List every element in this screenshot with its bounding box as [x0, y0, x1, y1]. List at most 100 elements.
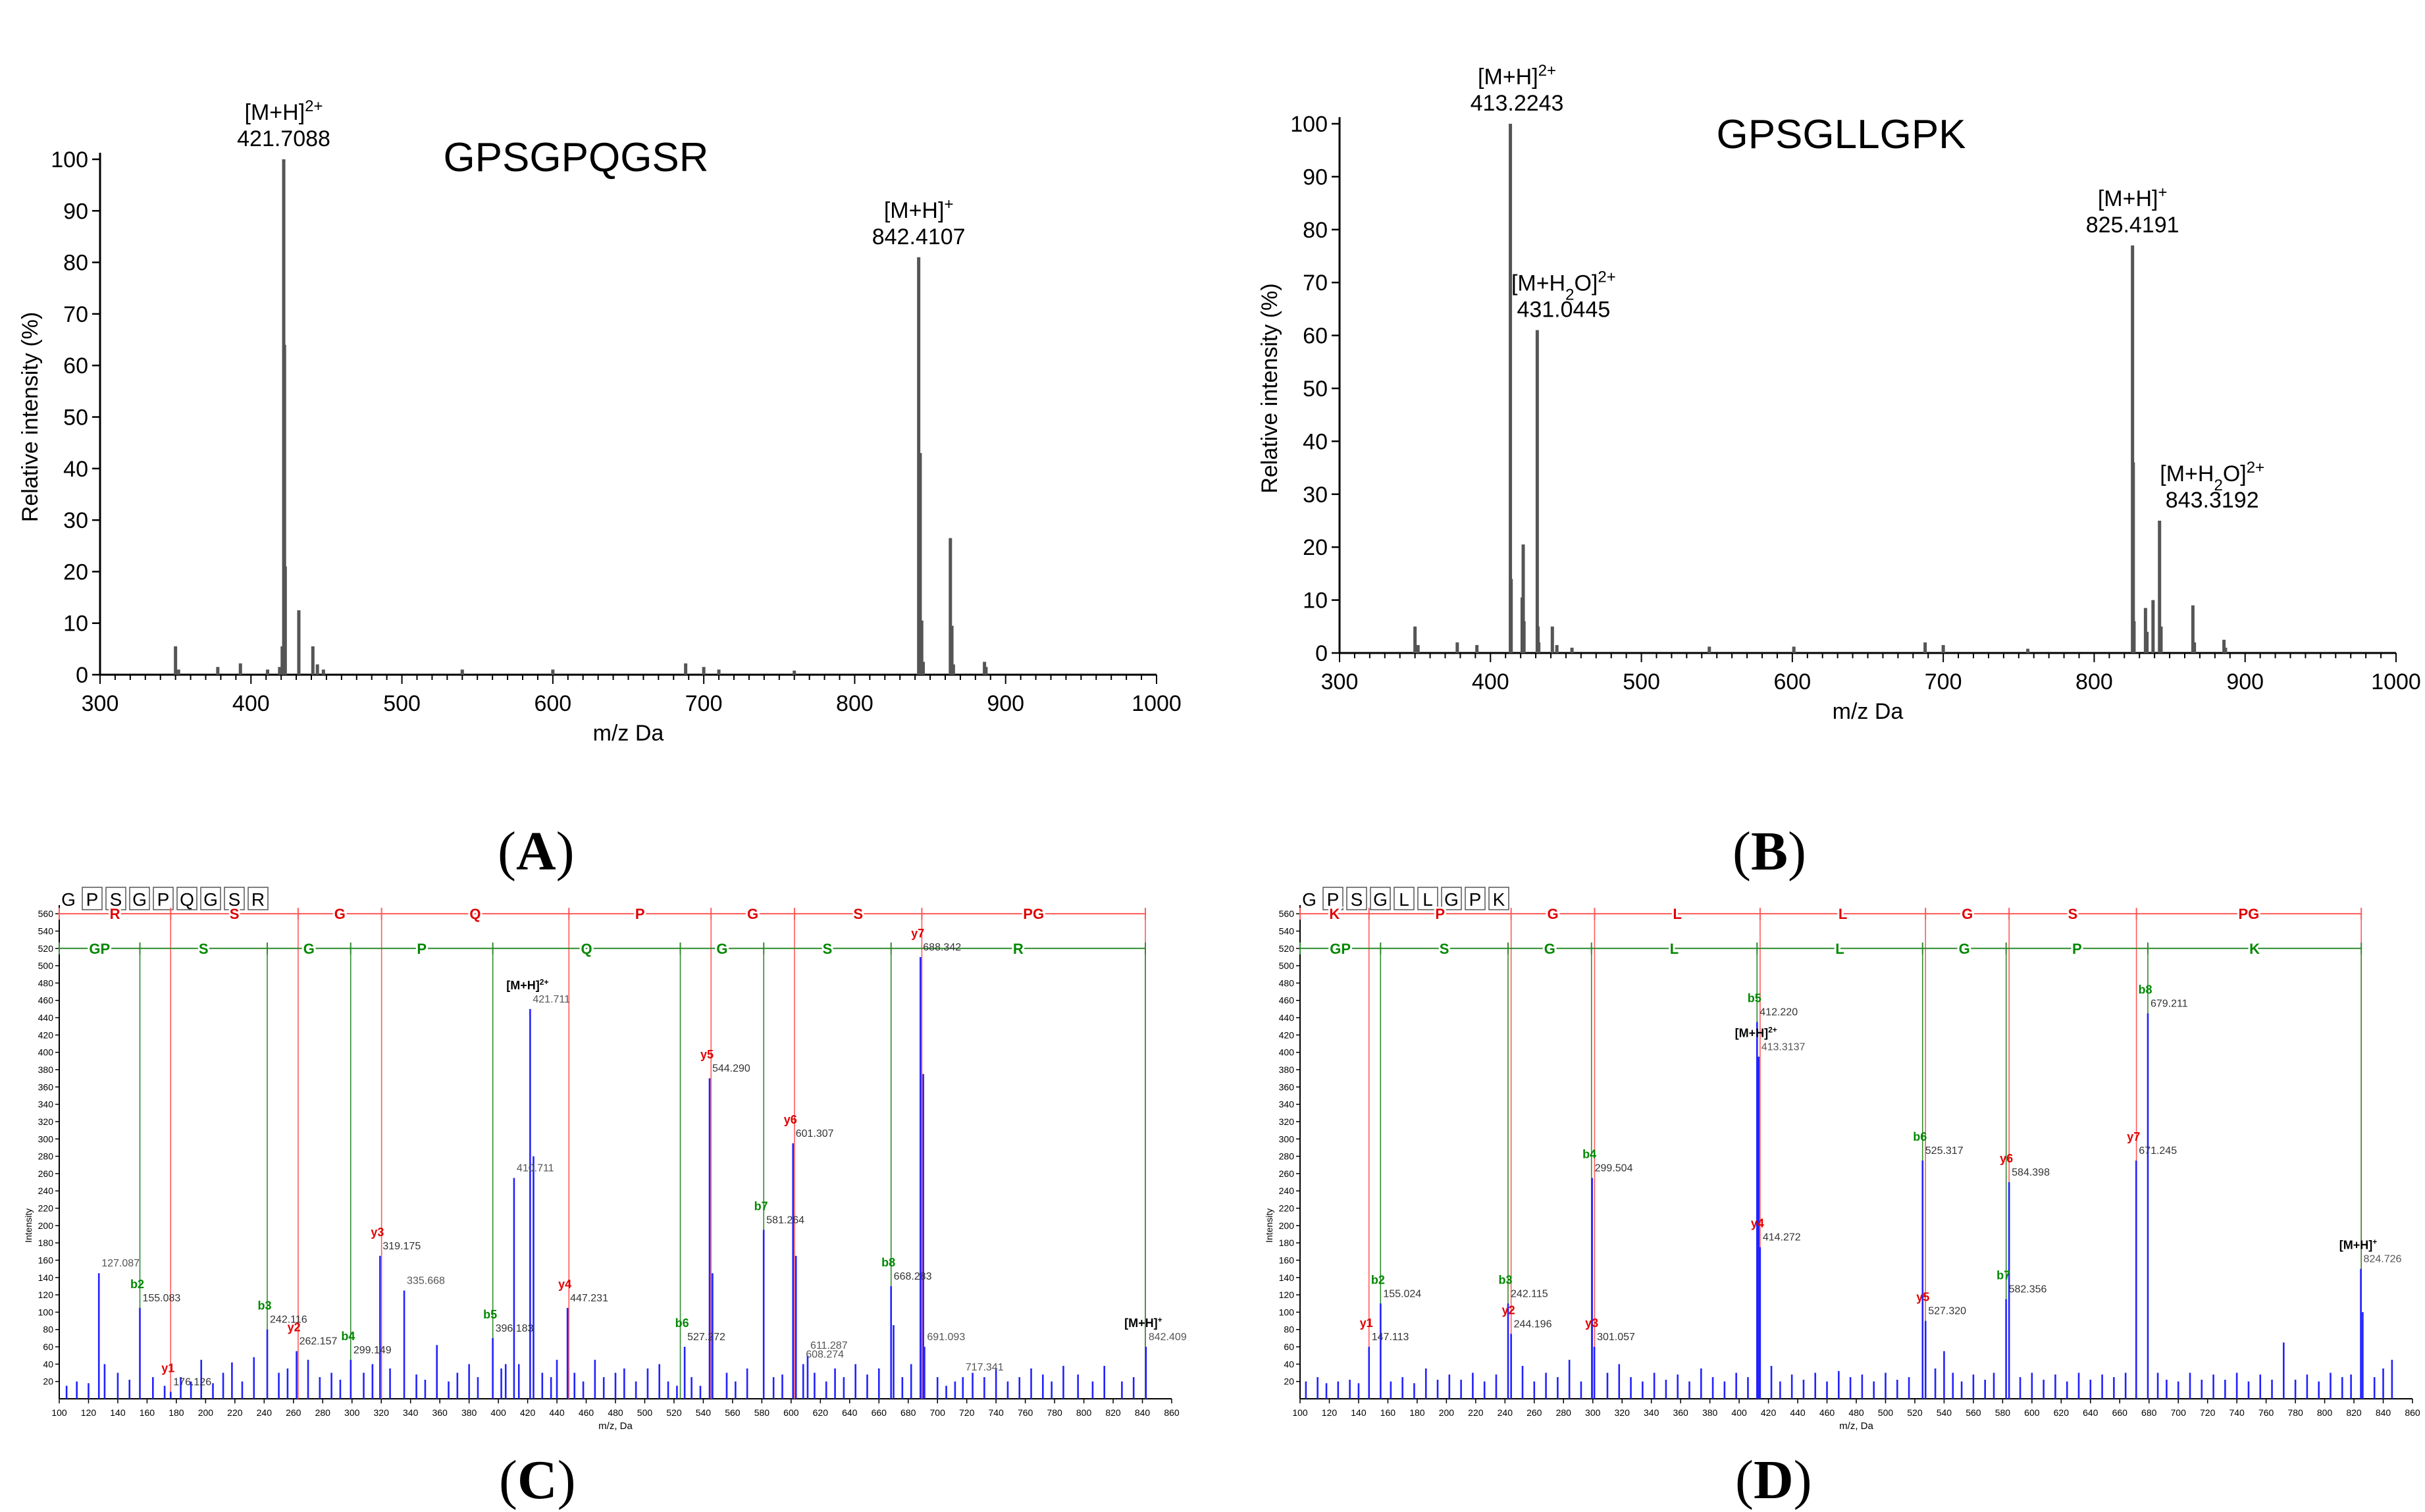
peak-ion-label: b5 [483, 1308, 497, 1321]
x-tick-label: 300 [344, 1407, 360, 1418]
sequence-box [82, 887, 103, 910]
peak-annotation-mz: 431.0445 [1517, 298, 1610, 323]
x-tick-label: 220 [227, 1407, 243, 1418]
peak-mz-label: 611.287 [810, 1340, 848, 1351]
x-tick-label: 220 [1468, 1407, 1484, 1418]
y-tick-label: 320 [1279, 1116, 1295, 1127]
y-tick-label: 440 [1279, 1012, 1295, 1023]
panel-label-d: (D) [1735, 1449, 1812, 1511]
b-ion-ladder-residue: GP [1330, 941, 1351, 957]
x-tick-label: 480 [1848, 1407, 1864, 1418]
b-ion-ladder-residue: P [2072, 941, 2082, 957]
x-tick-label: 900 [2226, 669, 2264, 694]
peak-ion-label: y4 [1751, 1217, 1764, 1230]
b-ion-ladder-residue: G [716, 941, 727, 957]
x-tick-label: 580 [754, 1407, 770, 1418]
x-tick-label: 140 [1351, 1407, 1367, 1418]
peak-mz-label: 244.196 [1514, 1318, 1552, 1330]
peak-mz-label: 299.504 [1595, 1162, 1633, 1174]
y-tick-label: 240 [38, 1186, 54, 1196]
peak-mz-label: 127.087 [101, 1258, 140, 1269]
y-ion-ladder-residue: L [1838, 906, 1847, 922]
sequence-residue: L [1399, 889, 1409, 910]
sequence-residue: Q [180, 889, 194, 910]
b-ion-ladder-residue: S [199, 941, 209, 957]
y-tick-label: 20 [43, 1376, 53, 1387]
x-tick-label: 800 [836, 691, 874, 716]
sequence-residue: S [228, 889, 241, 910]
x-axis-label: m/z Da [593, 721, 664, 746]
y-tick-label: 460 [1279, 995, 1295, 1006]
sequence-box [248, 887, 269, 910]
x-tick-label: 420 [1761, 1407, 1777, 1418]
sequence-box [1370, 887, 1391, 910]
peak-mz-label: 421.711 [533, 994, 570, 1005]
x-tick-label: 860 [1164, 1407, 1180, 1418]
b-ion-ladder-residue: S [823, 941, 833, 957]
sequence-residue: R [251, 889, 265, 910]
y-tick-label: 140 [38, 1272, 54, 1283]
peak-annotation-ion: [M+H]+ [2098, 183, 2168, 211]
peak-mz-label: 155.083 [142, 1293, 180, 1304]
x-tick-label: 660 [2112, 1407, 2128, 1418]
y-tick-label: 70 [1303, 271, 1328, 296]
sequence-box [153, 887, 174, 910]
x-tick-label: 680 [900, 1407, 916, 1418]
y-tick-label: 80 [1284, 1324, 1294, 1335]
x-tick-label: 240 [257, 1407, 273, 1418]
y-tick-label: 200 [1279, 1220, 1295, 1231]
x-tick-label: 700 [930, 1407, 946, 1418]
x-tick-label: 700 [1925, 669, 1962, 694]
peak-ion-label: [M+H]+ [1124, 1315, 1162, 1330]
y-tick-label: 50 [63, 405, 88, 430]
peak-ion-label: y1 [161, 1361, 174, 1374]
peak-annotation-mz: 825.4191 [2086, 213, 2179, 238]
x-tick-label: 260 [286, 1407, 301, 1418]
peak-mz-label: 242.115 [1511, 1288, 1548, 1299]
x-tick-label: 840 [2376, 1407, 2391, 1418]
y-tick-label: 420 [38, 1030, 54, 1040]
peak-mz-label: 824.726 [2364, 1254, 2402, 1265]
peak-mz-label: 396.183 [496, 1323, 534, 1334]
peak-mz-label: 262.157 [300, 1336, 338, 1347]
x-tick-label: 740 [2229, 1407, 2245, 1418]
y-tick-label: 480 [1279, 978, 1295, 988]
peak-annotation-mz: 843.3192 [2166, 488, 2259, 513]
y-tick-label: 460 [38, 995, 54, 1006]
x-tick-label: 780 [1047, 1407, 1062, 1418]
x-tick-label: 500 [1623, 669, 1660, 694]
x-tick-label: 400 [490, 1407, 506, 1418]
peak-mz-label: 155.024 [1383, 1288, 1421, 1299]
x-tick-label: 800 [1076, 1407, 1092, 1418]
peak-mz-label: 608.274 [806, 1349, 844, 1360]
peak-ion-label: y1 [1360, 1316, 1373, 1330]
y-tick-label: 90 [1303, 165, 1328, 190]
peak-ion-label: y5 [1916, 1291, 1929, 1304]
y-ion-ladder-residue: PG [2238, 906, 2259, 922]
x-tick-label: 820 [2346, 1407, 2362, 1418]
x-tick-label: 200 [1439, 1407, 1455, 1418]
y-tick-label: 10 [63, 612, 88, 637]
y-tick-label: 20 [1303, 535, 1328, 560]
y-tick-label: 220 [38, 1203, 54, 1214]
y-ion-ladder-residue: K [1329, 906, 1340, 922]
x-tick-label: 840 [1135, 1407, 1151, 1418]
y-tick-label: 40 [43, 1359, 53, 1369]
y-tick-label: 240 [1279, 1186, 1295, 1196]
y-tick-label: 500 [1279, 960, 1295, 971]
y-tick-label: 70 [63, 302, 88, 327]
b-ion-ladder-residue: L [1670, 941, 1679, 957]
peak-ion-label: y6 [2000, 1152, 2013, 1165]
b-ion-ladder-residue: L [1835, 941, 1844, 957]
sequence-box [1441, 887, 1462, 910]
y-tick-label: 20 [63, 560, 88, 585]
peak-mz-label: 414.272 [1763, 1232, 1801, 1243]
x-tick-label: 640 [842, 1407, 858, 1418]
x-tick-label: 500 [637, 1407, 653, 1418]
x-tick-label: 800 [2075, 669, 2113, 694]
sequence-residue: P [1469, 889, 1482, 910]
peak-ion-label: b4 [341, 1330, 355, 1343]
y-tick-label: 120 [38, 1290, 54, 1300]
x-tick-label: 800 [2317, 1407, 2333, 1418]
sequence-residue: S [110, 889, 122, 910]
